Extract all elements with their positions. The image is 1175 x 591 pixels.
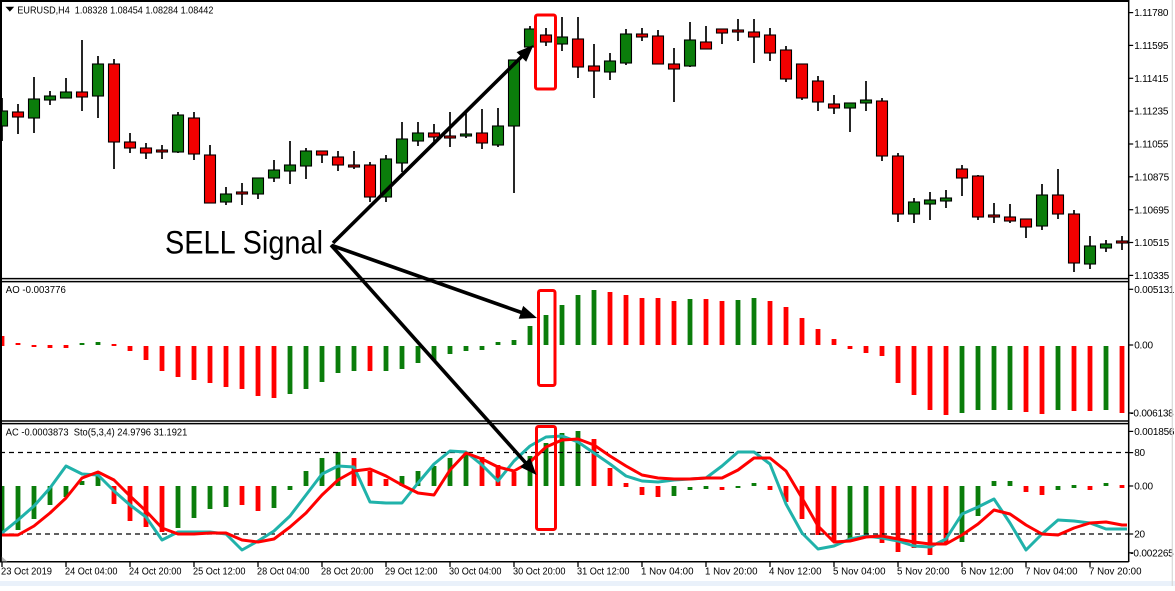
svg-text:1 Nov 04:00: 1 Nov 04:00: [641, 567, 694, 578]
svg-text:1.10515: 1.10515: [1134, 238, 1169, 249]
svg-text:7 Nov 04:00: 7 Nov 04:00: [1025, 567, 1078, 578]
svg-text:1.10695: 1.10695: [1134, 205, 1169, 216]
svg-text:1.11415: 1.11415: [1134, 74, 1169, 85]
svg-text:24 Oct 20:00: 24 Oct 20:00: [129, 567, 182, 578]
svg-text:30 Oct 20:00: 30 Oct 20:00: [513, 567, 566, 578]
svg-text:24 Oct 04:00: 24 Oct 04:00: [65, 567, 118, 578]
svg-text:80: 80: [1134, 448, 1145, 459]
svg-text:20: 20: [1134, 530, 1145, 541]
svg-text:1.11780: 1.11780: [1134, 8, 1169, 19]
svg-text:1.11055: 1.11055: [1134, 140, 1169, 151]
svg-text:25 Oct 12:00: 25 Oct 12:00: [193, 567, 246, 578]
svg-text:0.005131: 0.005131: [1134, 285, 1175, 296]
svg-text:29 Oct 12:00: 29 Oct 12:00: [385, 567, 438, 578]
svg-text:1.10335: 1.10335: [1134, 271, 1169, 282]
svg-text:31 Oct 12:00: 31 Oct 12:00: [577, 567, 630, 578]
svg-text:1 Nov 20:00: 1 Nov 20:00: [705, 567, 758, 578]
svg-text:1.11235: 1.11235: [1134, 107, 1169, 118]
svg-text:0.001856: 0.001856: [1134, 427, 1175, 438]
svg-text:-0.002265: -0.002265: [1130, 548, 1174, 559]
svg-text:23 Oct 2019: 23 Oct 2019: [1, 567, 52, 578]
svg-text:5 Nov 04:00: 5 Nov 04:00: [833, 567, 886, 578]
svg-text:7 Nov 20:00: 7 Nov 20:00: [1089, 567, 1142, 578]
svg-text:-0.006138: -0.006138: [1130, 409, 1174, 420]
svg-text:5 Nov 20:00: 5 Nov 20:00: [897, 567, 950, 578]
svg-text:6 Nov 12:00: 6 Nov 12:00: [961, 567, 1014, 578]
svg-text:0.00: 0.00: [1134, 341, 1153, 352]
svg-text:28 Oct 20:00: 28 Oct 20:00: [321, 567, 374, 578]
svg-text:SELL Signal: SELL Signal: [165, 225, 323, 261]
svg-text:0.00: 0.00: [1134, 482, 1153, 493]
svg-text:AC -0.0003873 Sto(5,3,4) 24.9: AC -0.0003873 Sto(5,3,4) 24.9796 31.1921: [6, 427, 188, 438]
svg-text:30 Oct 04:00: 30 Oct 04:00: [449, 567, 502, 578]
svg-text:28 Oct 04:00: 28 Oct 04:00: [257, 567, 310, 578]
svg-text:4 Nov 12:00: 4 Nov 12:00: [769, 567, 822, 578]
svg-text:1.10875: 1.10875: [1134, 172, 1169, 183]
svg-text:AO -0.003776: AO -0.003776: [6, 285, 66, 296]
svg-text:1.11595: 1.11595: [1134, 41, 1169, 52]
svg-text:EURUSD,H4 1.08328 1.08454 1.0: EURUSD,H4 1.08328 1.08454 1.08284 1.0844…: [17, 5, 213, 16]
